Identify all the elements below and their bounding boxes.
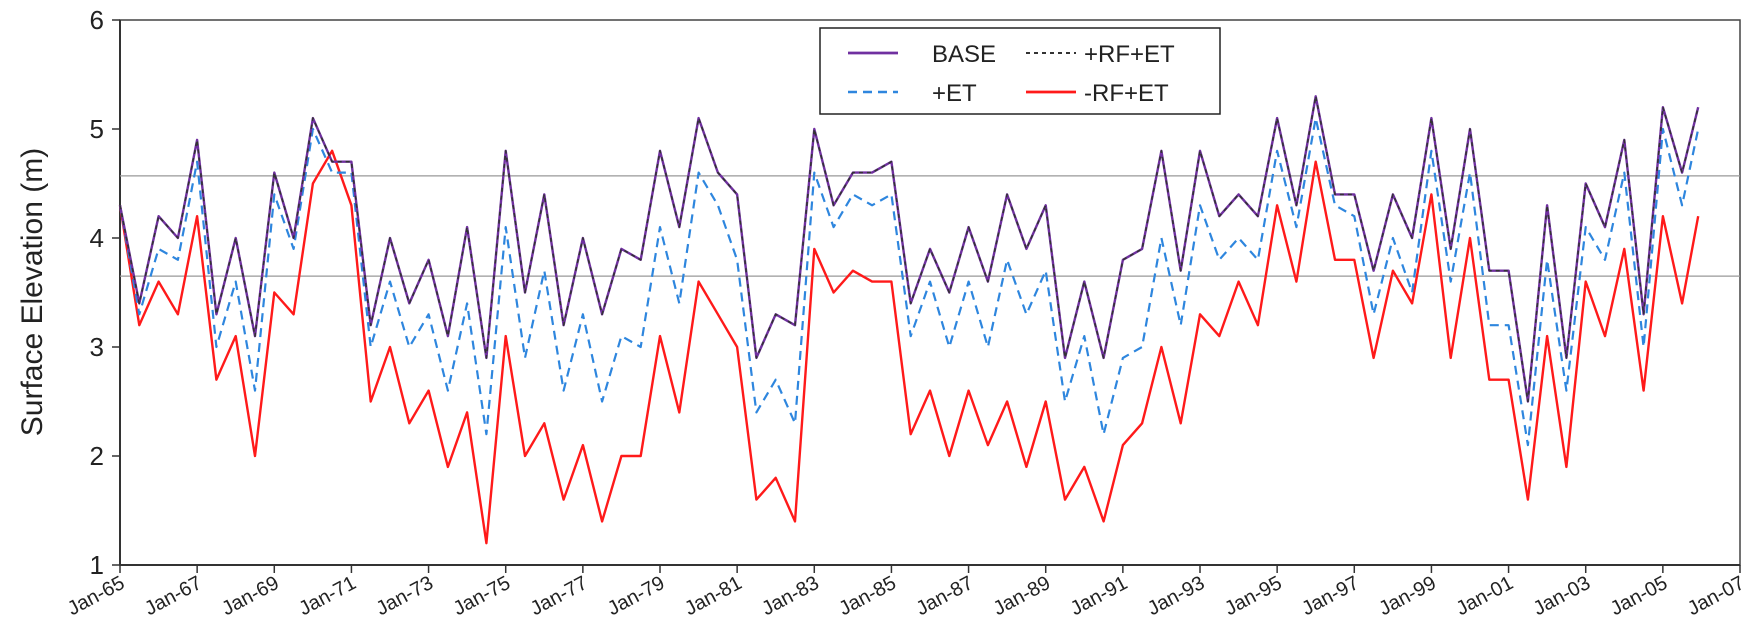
x-tick-label: Jan-71 bbox=[295, 572, 359, 620]
series-line bbox=[118, 116, 1700, 447]
legend-label-rf-et: +RF+ET bbox=[1084, 41, 1175, 68]
y-axis-ticks: 1 2 3 4 5 6 bbox=[90, 5, 120, 580]
series-layer bbox=[118, 95, 1700, 545]
legend-label-minus-rf-et: -RF+ET bbox=[1084, 80, 1169, 107]
x-tick-label: Jan-05 bbox=[1607, 572, 1671, 620]
x-tick-label: Jan-85 bbox=[835, 572, 899, 620]
y-tick-label: 2 bbox=[90, 441, 104, 471]
x-tick-label: Jan-69 bbox=[218, 572, 282, 620]
x-tick-label: Jan-83 bbox=[758, 572, 822, 620]
series-line bbox=[118, 149, 1700, 545]
y-tick-label: 4 bbox=[90, 223, 104, 253]
x-tick-label: Jan-07 bbox=[1684, 572, 1748, 620]
legend-label-base: BASE bbox=[932, 41, 996, 68]
x-tick-label: Jan-03 bbox=[1530, 572, 1594, 620]
x-tick-label: Jan-91 bbox=[1067, 572, 1131, 620]
x-tick-label: Jan-67 bbox=[141, 572, 205, 620]
x-tick-label: Jan-87 bbox=[913, 572, 977, 620]
legend: BASE +ET +RF+ET -RF+ET bbox=[819, 27, 1221, 115]
x-axis-ticks: Jan-65 Jan-67 Jan-69 Jan-71 Jan-73 Jan-75 Jan-… bbox=[64, 565, 1748, 620]
y-tick-label: 6 bbox=[90, 5, 104, 35]
x-tick-label: Jan-77 bbox=[527, 572, 591, 620]
y-tick-label: 5 bbox=[90, 114, 104, 144]
x-tick-label: Jan-75 bbox=[450, 572, 514, 620]
plot-area bbox=[119, 19, 1741, 566]
y-tick-label: 1 bbox=[90, 550, 104, 580]
x-tick-label: Jan-89 bbox=[990, 572, 1054, 620]
series-line bbox=[119, 95, 1699, 403]
x-tick-label: Jan-73 bbox=[373, 572, 437, 620]
legend-label-et: +ET bbox=[932, 80, 977, 107]
x-tick-label: Jan-81 bbox=[681, 572, 745, 620]
y-tick-label: 3 bbox=[90, 332, 104, 362]
x-tick-label: Jan-93 bbox=[1144, 572, 1208, 620]
x-tick-label: Jan-97 bbox=[1298, 572, 1362, 620]
x-tick-label: Jan-95 bbox=[1221, 572, 1285, 620]
x-tick-label: Jan-01 bbox=[1453, 572, 1517, 620]
x-tick-label: Jan-79 bbox=[604, 572, 668, 620]
x-tick-label: Jan-99 bbox=[1375, 572, 1439, 620]
legend-box bbox=[819, 27, 1221, 115]
y-axis-label: Surface Elevation (m) bbox=[16, 148, 49, 436]
